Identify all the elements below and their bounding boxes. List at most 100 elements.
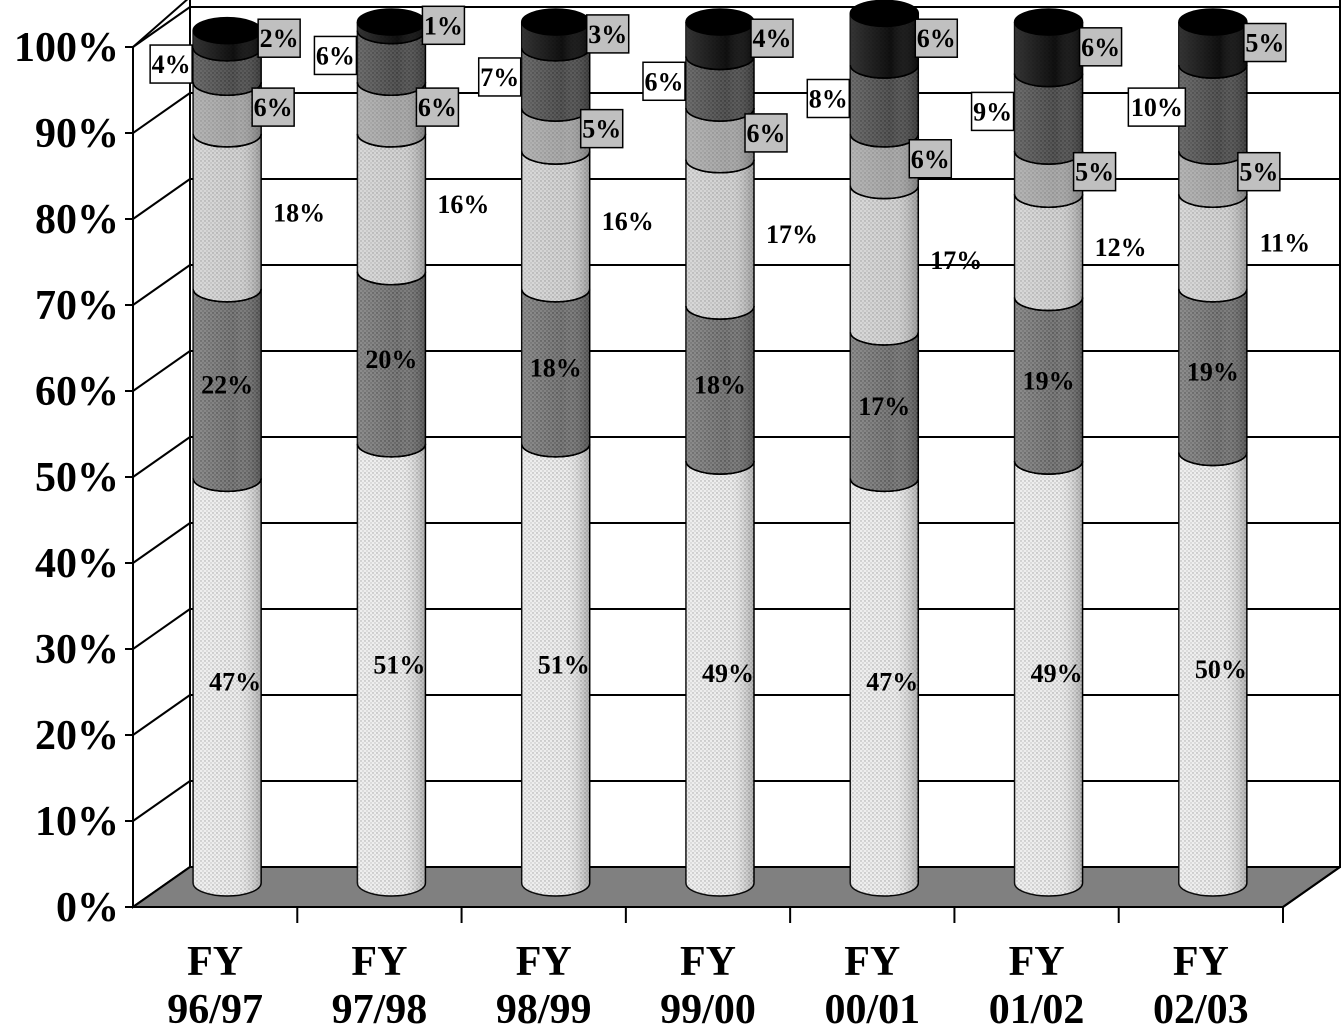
segment-divider-1 <box>1013 297 1084 312</box>
data-label: 4% <box>152 50 191 79</box>
data-label: 18% <box>273 198 325 227</box>
data-label-box <box>744 113 788 153</box>
gridline-left-1 <box>132 780 191 822</box>
bar-segment-shade-3 <box>1178 151 1247 208</box>
data-label: 5% <box>1075 158 1114 187</box>
bar-segment-shade-1 <box>193 288 262 492</box>
bar-segment-shade-2 <box>1178 194 1247 302</box>
y-tick-label: 10% <box>35 799 119 845</box>
data-label-group: 8% <box>806 78 851 119</box>
data-label-box <box>149 44 193 84</box>
data-label: 19% <box>1023 366 1075 395</box>
data-label: 17% <box>766 220 818 249</box>
data-label-group: 6% <box>251 87 295 127</box>
bar-segment-shade-3 <box>686 108 754 173</box>
bar-segment-shade-0 <box>686 461 754 896</box>
data-label: 47% <box>209 668 261 697</box>
x-category-line2: 02/03 <box>1153 987 1249 1030</box>
data-label: 49% <box>1031 659 1083 688</box>
data-label-box <box>642 61 686 102</box>
data-label-group: 4% <box>149 44 193 84</box>
data-label-box <box>908 139 953 179</box>
data-label: 6% <box>911 145 950 174</box>
bar-segment-shade-2 <box>686 159 754 320</box>
gridline-left-6 <box>132 350 191 392</box>
bar-segment-shade-0 <box>1178 452 1247 897</box>
data-label: 22% <box>201 371 253 400</box>
data-label-box <box>1072 151 1117 192</box>
segment-divider-2 <box>849 185 920 200</box>
cylinder-01/02 <box>1013 8 1084 897</box>
segment-divider-2 <box>192 133 262 148</box>
data-label: 51% <box>373 650 425 679</box>
x-category-line1: FY <box>844 939 900 985</box>
x-category-line1: FY <box>187 939 243 985</box>
x-category-line2: 01/02 <box>989 987 1085 1030</box>
data-label: 50% <box>1195 655 1247 684</box>
data-label: 17% <box>930 246 982 275</box>
data-label-group: 47% <box>209 668 261 697</box>
data-label-group: 9% <box>970 91 1015 132</box>
data-label: 8% <box>809 84 848 113</box>
bar-segment-shade-1 <box>1178 288 1247 466</box>
bar-segment-shade-1 <box>357 271 426 457</box>
segment-divider-0 <box>849 478 920 493</box>
data-label-group: 2% <box>257 18 301 58</box>
data-label-box <box>415 87 460 127</box>
cylinder-00/01 <box>849 0 920 897</box>
data-label-group: 5% <box>1237 151 1281 192</box>
data-label-box <box>251 87 295 127</box>
data-label: 6% <box>1081 33 1120 62</box>
data-label-group: 5% <box>1072 151 1117 192</box>
data-label-group: 22% <box>201 371 253 400</box>
gridline-left-3 <box>132 608 191 650</box>
gridline-left-7 <box>132 264 191 306</box>
data-label: 5% <box>1239 158 1278 187</box>
bar-top-cap <box>520 8 591 36</box>
data-label-group: 49% <box>702 659 754 688</box>
data-label-group: 11% <box>1260 229 1311 258</box>
bar-top-cap <box>192 16 262 45</box>
bar-segment-shade-3 <box>193 82 262 147</box>
bar-segment-shade-0 <box>850 478 919 897</box>
bar-segment-shade-5 <box>1178 22 1247 79</box>
segment-divider-1 <box>192 288 262 303</box>
data-label-group: 17% <box>930 246 982 275</box>
cylinder-bars <box>192 0 1248 897</box>
bar-segment-shade-3 <box>357 82 426 147</box>
segment-divider-1 <box>356 271 427 286</box>
bar-segment-shade-2 <box>521 151 590 302</box>
bar-segment-shade-0 <box>1014 461 1083 897</box>
bar-top-cap <box>1178 8 1248 36</box>
bar-segment-shade-5 <box>193 30 262 61</box>
data-label-group: 18% <box>273 198 325 227</box>
data-label-group: 50% <box>1195 655 1247 684</box>
bar-segment-shade-4 <box>357 30 426 96</box>
segment-divider-2 <box>1013 194 1084 208</box>
data-label: 49% <box>702 659 754 688</box>
bar-segment-shade-3 <box>1014 151 1083 208</box>
data-label-group: 7% <box>477 57 522 97</box>
data-label-group: 16% <box>437 190 489 219</box>
x-category-line2: 99/00 <box>660 987 756 1030</box>
data-label-group: 47% <box>866 668 918 697</box>
y-tick-label: 60% <box>35 369 119 415</box>
segment-divider-2 <box>520 151 591 165</box>
segment-divider-0 <box>520 443 591 458</box>
bar-segment-shade-4 <box>686 56 754 122</box>
gridline-left-10 <box>132 6 191 48</box>
segment-divider-4 <box>685 56 755 71</box>
segment-divider-1 <box>1178 288 1248 303</box>
bar-segment-shade-4 <box>1014 73 1083 165</box>
y-tick-label: 20% <box>35 713 119 759</box>
data-label: 6% <box>747 119 786 148</box>
data-label-box <box>1243 22 1287 63</box>
y-tick-label: 70% <box>35 283 119 329</box>
segment-divider-0 <box>1013 461 1084 475</box>
cylinder-99/00 <box>685 8 755 897</box>
data-label-box <box>1127 87 1187 127</box>
data-label-group: 20% <box>365 345 417 374</box>
data-label: 18% <box>694 371 746 400</box>
segment-divider-2 <box>685 159 755 174</box>
data-label: 16% <box>602 207 654 236</box>
